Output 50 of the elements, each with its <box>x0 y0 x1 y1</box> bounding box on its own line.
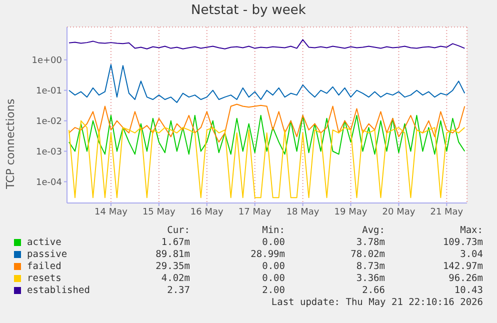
x-tick-label: 21 May <box>430 207 464 218</box>
text: 2.66 <box>362 285 385 296</box>
text: 2.00 <box>262 285 285 296</box>
text: 0.00 <box>262 261 285 272</box>
text: 3.36m <box>356 273 385 284</box>
text: 28.99m <box>250 249 285 260</box>
line-series <box>68 64 466 103</box>
text: Max: <box>460 225 483 236</box>
text: 142.97m <box>442 261 483 272</box>
text: 109.73m <box>442 237 483 248</box>
x-tick-label: 18 May <box>286 207 320 218</box>
text: Min: <box>262 225 285 236</box>
line-series <box>68 120 466 198</box>
text: 0.00 <box>262 273 285 284</box>
x-tick-label: 15 May <box>142 207 176 218</box>
x-tick-label: 14 May <box>94 207 128 218</box>
y-tick-label: 1e+00 <box>32 56 62 66</box>
y-tick-label: 1e-02 <box>36 116 62 127</box>
x-tick-label: 20 May <box>382 207 416 218</box>
text: 3.78m <box>356 237 385 248</box>
legend-label: established <box>27 285 90 296</box>
text: 3.04 <box>460 249 483 260</box>
text: 1.67m <box>161 237 190 248</box>
line-series <box>68 39 466 50</box>
text: 0.00 <box>262 237 285 248</box>
text: 2.37 <box>167 285 190 296</box>
legend-label: passive <box>27 249 68 260</box>
text: 96.26m <box>448 273 483 284</box>
legend-label: failed <box>27 261 62 272</box>
y-tick-label: 1e-04 <box>36 178 62 188</box>
text: 89.81m <box>156 249 190 260</box>
line-series <box>68 104 466 143</box>
text: Last update: Thu May 21 22:10:16 2026 <box>271 297 483 308</box>
legend-label: resets <box>27 273 62 284</box>
y-tick-label: 1e-01 <box>36 86 62 97</box>
x-tick-label: 19 May <box>334 207 368 218</box>
text: Avg: <box>362 225 385 236</box>
text: 10.43 <box>454 285 483 296</box>
text: 78.02m <box>350 249 385 260</box>
text: Cur: <box>167 225 190 236</box>
legend-label: active <box>27 237 62 248</box>
text: 8.73m <box>356 261 385 272</box>
line-series <box>68 114 466 155</box>
x-tick-label: 16 May <box>190 207 224 218</box>
y-axis-title: TCP connections <box>4 98 17 189</box>
text: 4.02m <box>161 273 190 284</box>
y-tick-label: 1e-03 <box>36 147 62 158</box>
x-tick-label: 17 May <box>238 207 272 218</box>
chart-title: Netstat - by week <box>190 3 307 18</box>
text: 29.35m <box>156 261 190 272</box>
